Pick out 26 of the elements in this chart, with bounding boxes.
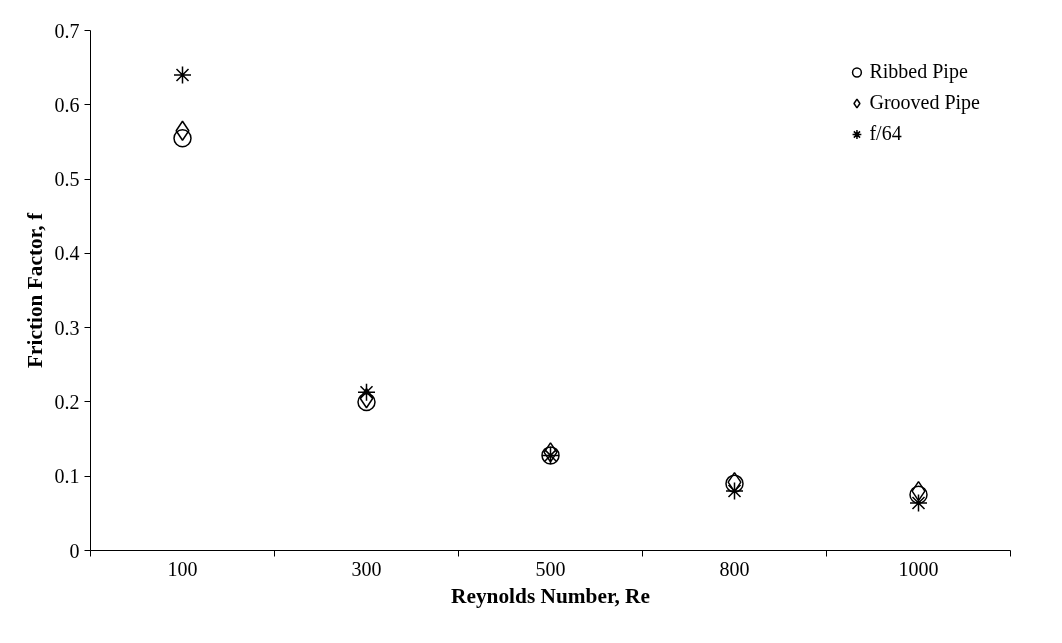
y-tick-label: 0.1 — [54, 465, 80, 488]
y-tick-label: 0.2 — [54, 390, 80, 413]
point — [909, 493, 928, 513]
y-axis-title: Friction Factor, f — [22, 212, 47, 368]
point — [357, 383, 376, 402]
point — [543, 442, 558, 463]
legend-label: f/64 — [869, 122, 902, 145]
x-tick-label: 800 — [719, 557, 750, 580]
x-axis-title: Reynolds Number, Re — [451, 583, 650, 608]
point — [173, 128, 192, 148]
x-tick-label: 1000 — [898, 557, 939, 580]
x-tick-label: 300 — [351, 557, 382, 580]
legend-label: Ribbed Pipe — [869, 60, 968, 83]
y-tick-label: 0.3 — [54, 316, 80, 339]
x-tick-label: 500 — [535, 557, 566, 580]
y-tick-label: 0.5 — [54, 168, 80, 191]
point — [357, 392, 376, 412]
x-tick-label: 100 — [167, 557, 198, 580]
y-tick-label: 0.7 — [54, 19, 80, 42]
point — [909, 485, 928, 505]
y-tick-label: 0.4 — [54, 242, 80, 265]
point — [725, 481, 744, 501]
point — [173, 65, 192, 85]
legend-label: Grooved Pipe — [869, 91, 980, 114]
y-tick-label: 0 — [69, 539, 80, 562]
y-tick-label: 0.6 — [54, 93, 80, 116]
